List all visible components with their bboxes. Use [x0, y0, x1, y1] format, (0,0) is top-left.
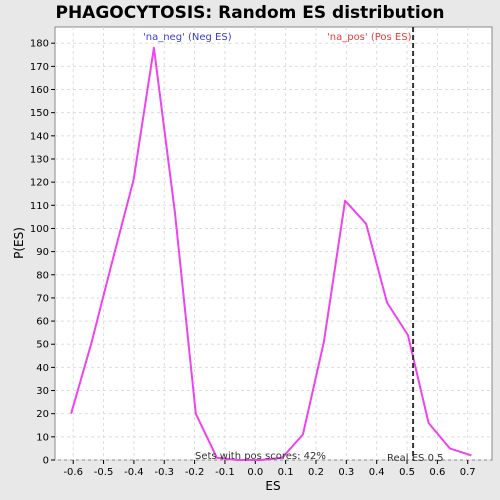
- y-tick-label: 60: [36, 317, 49, 328]
- x-tick-label: -0.4: [124, 467, 144, 478]
- x-tick-label: 0.4: [369, 467, 385, 478]
- neg-es-label: 'na_neg' (Neg ES): [143, 32, 232, 43]
- y-tick-label: 10: [36, 432, 49, 443]
- x-tick-label: -0.3: [154, 467, 174, 478]
- x-tick-label: 0.7: [460, 467, 476, 478]
- y-tick-label: 150: [30, 108, 49, 119]
- grid: [55, 27, 492, 461]
- series-group: [70, 46, 472, 461]
- x-tick-label: 0.0: [247, 467, 263, 478]
- x-tick-label: 0.6: [429, 467, 445, 478]
- pos-es-label: 'na_pos' (Pos ES): [327, 32, 412, 43]
- x-axis-label: ES: [265, 479, 280, 493]
- x-tick-label: 0.2: [308, 467, 324, 478]
- y-tick-label: 100: [30, 224, 49, 235]
- y-axis-label: P(ES): [12, 227, 26, 259]
- x-tick-label: 0.5: [399, 467, 415, 478]
- y-tick-label: 90: [36, 247, 49, 258]
- y-tick-label: 70: [36, 293, 49, 304]
- y-tick-label: 160: [30, 85, 49, 96]
- sets-with-pos-label: Sets with pos scores: 42%: [195, 451, 326, 462]
- y-tick-label: 30: [36, 386, 49, 397]
- real-es-label: Real ES 0.5: [387, 453, 443, 464]
- y-tick-label: 20: [36, 409, 49, 420]
- y-tick-label: 120: [30, 178, 49, 189]
- x-tick-label: -0.2: [185, 467, 205, 478]
- y-tick-label: 180: [30, 39, 49, 50]
- x-tick-label: 0.3: [338, 467, 354, 478]
- y-tick-label: 50: [36, 340, 49, 351]
- x-tick-label: -0.5: [94, 467, 114, 478]
- y-tick-label: 140: [30, 131, 49, 142]
- y-tick-label: 0: [43, 456, 49, 467]
- y-tick-label: 130: [30, 154, 49, 165]
- y-tick-label: 40: [36, 363, 49, 374]
- chart-title: PHAGOCYTOSIS: Random ES distribution: [56, 3, 445, 23]
- x-tick-label: -0.1: [215, 467, 235, 478]
- y-tick-label: 80: [36, 270, 49, 281]
- y-tick-label: 170: [30, 62, 49, 73]
- x-tick-label: 0.1: [278, 467, 294, 478]
- y-axis-ticks: 0 10 20 30 40 50 60 70 80 90 100 110 120 130 140 150 160…: [30, 39, 55, 467]
- x-tick-label: -0.6: [63, 467, 83, 478]
- series-line: [70, 46, 472, 461]
- x-axis-ticks: -0.6 -0.5 -0.4 -0.3 -0.2 -0.1 0.0 0.1 0.2 0.3 0.4 0…: [63, 460, 476, 478]
- y-tick-label: 110: [30, 201, 49, 212]
- plot-area: [54, 26, 493, 461]
